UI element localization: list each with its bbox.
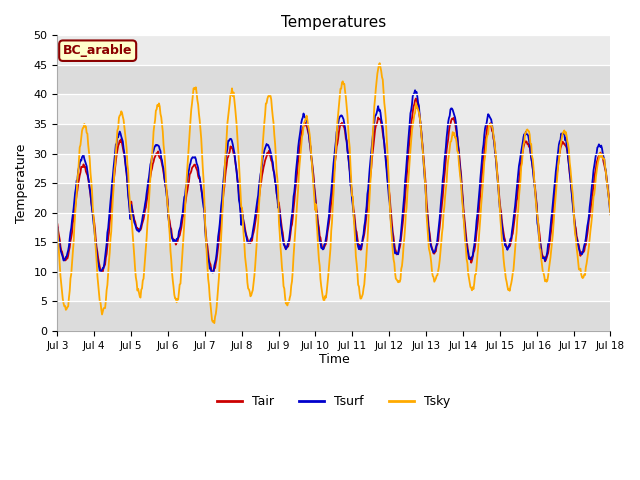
Bar — [58, 242, 611, 272]
Tair — [120, 152, 128, 157]
Tsky — [607, 212, 614, 217]
Tsurf — [63, 250, 71, 256]
Title: Temperatures: Temperatures — [282, 15, 387, 30]
Tair — [412, 96, 420, 101]
Tsky — [54, 226, 61, 231]
Tsurf — [120, 150, 128, 156]
Bar — [58, 95, 611, 124]
Tair — [402, 185, 410, 191]
Y-axis label: Temperature: Temperature — [15, 144, 28, 223]
Tsurf — [209, 269, 216, 275]
Tsurf — [177, 224, 184, 229]
Line: Tsurf: Tsurf — [58, 90, 611, 272]
Bar — [58, 36, 611, 65]
Tsky — [63, 304, 71, 310]
Tsky — [177, 281, 184, 287]
Line: Tsky: Tsky — [58, 63, 611, 323]
Tsky — [206, 294, 214, 300]
Bar — [58, 272, 611, 301]
Legend: Tair, Tsurf, Tsky: Tair, Tsurf, Tsky — [212, 390, 455, 413]
Tsurf — [607, 211, 614, 216]
Tair — [177, 228, 184, 234]
Tair — [54, 221, 61, 227]
Tsky — [403, 205, 410, 211]
Tair — [63, 256, 71, 262]
Bar — [58, 124, 611, 154]
Tsky — [211, 320, 218, 326]
Bar — [58, 301, 611, 331]
Tair — [206, 260, 214, 265]
Tsurf — [402, 170, 410, 176]
X-axis label: Time: Time — [319, 353, 349, 366]
Line: Tair: Tair — [58, 98, 611, 272]
Tair — [419, 144, 427, 150]
Tsky — [120, 123, 128, 129]
Tsurf — [412, 87, 419, 93]
Text: BC_arable: BC_arable — [63, 44, 132, 57]
Bar — [58, 183, 611, 213]
Tsky — [376, 60, 383, 66]
Tsurf — [206, 266, 214, 272]
Tair — [607, 207, 614, 213]
Tsurf — [419, 147, 427, 153]
Bar — [58, 65, 611, 95]
Bar — [58, 154, 611, 183]
Tsky — [419, 147, 427, 153]
Tair — [209, 269, 216, 275]
Bar — [58, 213, 611, 242]
Tsurf — [54, 225, 61, 230]
